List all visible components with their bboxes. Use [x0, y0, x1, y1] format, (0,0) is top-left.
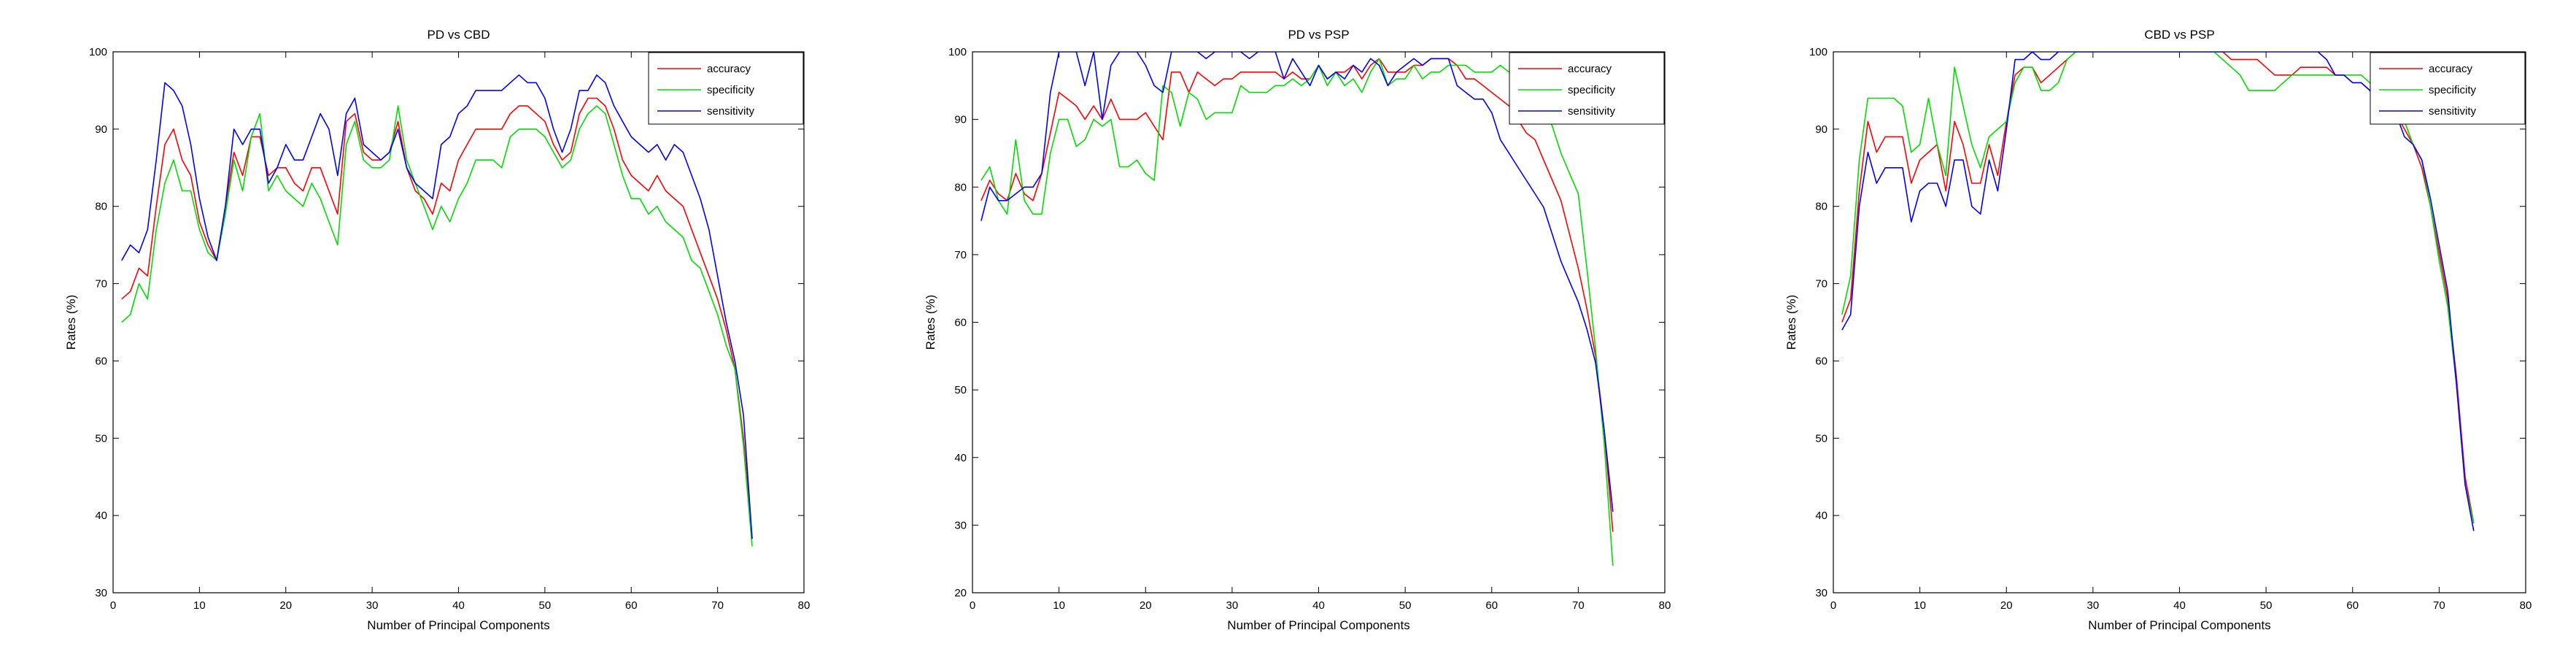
legend-label-specificity: specificity — [2429, 84, 2477, 96]
y-tick-label: 40 — [1815, 510, 1827, 522]
legend: accuracy specificity sensitivity — [649, 53, 803, 124]
y-tick-label: 50 — [95, 432, 107, 445]
x-tick-label: 60 — [2346, 599, 2359, 612]
x-tick-label: 20 — [279, 599, 292, 612]
y-tick-label: 100 — [89, 46, 107, 58]
x-tick-label: 20 — [1140, 599, 1152, 612]
y-tick-label: 50 — [954, 384, 967, 396]
y-tick-label: 60 — [954, 317, 967, 329]
x-tick-label: 70 — [2433, 599, 2445, 612]
y-tick-label: 80 — [95, 201, 107, 213]
legend-label-specificity: specificity — [1568, 84, 1616, 96]
y-tick-label: 30 — [954, 519, 967, 531]
legend-label-sensitivity: sensitivity — [1568, 105, 1616, 118]
y-tick-label: 30 — [1815, 587, 1827, 599]
legend-label-sensitivity: sensitivity — [707, 105, 755, 118]
x-tick-label: 60 — [1485, 599, 1498, 612]
legend-label-specificity: specificity — [707, 84, 755, 96]
x-tick-label: 20 — [2000, 599, 2013, 612]
y-tick-label: 70 — [954, 249, 967, 261]
x-tick-label: 60 — [625, 599, 638, 612]
chart-panel-1: 0 10 20 30 40 50 60 70 80 30 40 50 60 70 80 90 100 PD vs … — [64, 28, 810, 632]
chart-title: CBD vs PSP — [2144, 28, 2214, 42]
y-tick-label: 90 — [1815, 123, 1827, 136]
x-axis-label: Number of Principal Components — [367, 618, 549, 632]
x-tick-label: 40 — [452, 599, 465, 612]
y-axis-label: Rates (%) — [924, 295, 937, 350]
y-tick-label: 60 — [1815, 355, 1827, 367]
chart-panel-3: 0 10 20 30 40 50 60 70 80 30 40 50 60 70 80 90 100 CBD vs… — [1784, 28, 2531, 632]
legend-label-accuracy: accuracy — [707, 63, 751, 75]
x-tick-label: 50 — [2260, 599, 2273, 612]
y-tick-label: 90 — [954, 114, 967, 126]
legend-label-accuracy: accuracy — [1568, 63, 1612, 75]
plot-area — [1833, 52, 2526, 593]
chart-title: PD vs PSP — [1288, 28, 1349, 42]
x-tick-label: 70 — [711, 599, 724, 612]
x-tick-label: 80 — [1659, 599, 1671, 612]
y-axis-label: Rates (%) — [64, 295, 78, 350]
y-tick-label: 60 — [95, 355, 107, 367]
x-tick-label: 50 — [539, 599, 552, 612]
x-axis-label: Number of Principal Components — [1227, 618, 1409, 632]
x-tick-label: 0 — [970, 599, 975, 612]
y-tick-label: 40 — [95, 510, 107, 522]
x-tick-label: 40 — [1312, 599, 1325, 612]
y-axis-label: Rates (%) — [1784, 295, 1798, 350]
x-tick-label: 10 — [193, 599, 206, 612]
y-tick-label: 90 — [95, 123, 107, 136]
x-tick-label: 50 — [1399, 599, 1412, 612]
y-tick-label: 70 — [1815, 278, 1827, 291]
plot-area — [113, 52, 804, 593]
x-tick-label: 70 — [1572, 599, 1585, 612]
x-tick-label: 40 — [2173, 599, 2186, 612]
y-tick-label: 80 — [1815, 201, 1827, 213]
x-tick-label: 30 — [2087, 599, 2100, 612]
x-tick-label: 30 — [366, 599, 379, 612]
x-axis-label: Number of Principal Components — [2088, 618, 2270, 632]
x-tick-label: 30 — [1226, 599, 1239, 612]
y-tick-label: 40 — [954, 452, 967, 464]
y-tick-label: 100 — [1809, 46, 1827, 58]
chart-panel-2: 0 10 20 30 40 50 60 70 80 20 30 40 50 60 70 80 90 100 PD v… — [924, 28, 1671, 632]
y-tick-label: 30 — [95, 587, 107, 599]
legend: accuracy specificity sensitivity — [2370, 53, 2525, 124]
y-tick-label: 50 — [1815, 432, 1827, 445]
chart-title: PD vs CBD — [428, 28, 490, 42]
legend-label-sensitivity: sensitivity — [2429, 105, 2477, 118]
y-tick-label: 80 — [954, 181, 967, 193]
x-tick-label: 0 — [1830, 599, 1836, 612]
y-tick-label: 20 — [954, 587, 967, 599]
x-tick-label: 80 — [2520, 599, 2532, 612]
y-tick-label: 100 — [948, 46, 967, 58]
x-tick-label: 10 — [1914, 599, 1926, 612]
x-tick-label: 80 — [798, 599, 811, 612]
y-tick-label: 70 — [95, 278, 107, 291]
plot-area — [972, 52, 1665, 593]
legend-label-accuracy: accuracy — [2429, 63, 2473, 75]
x-tick-label: 0 — [110, 599, 116, 612]
x-tick-label: 10 — [1053, 599, 1065, 612]
legend: accuracy specificity sensitivity — [1509, 53, 1664, 124]
